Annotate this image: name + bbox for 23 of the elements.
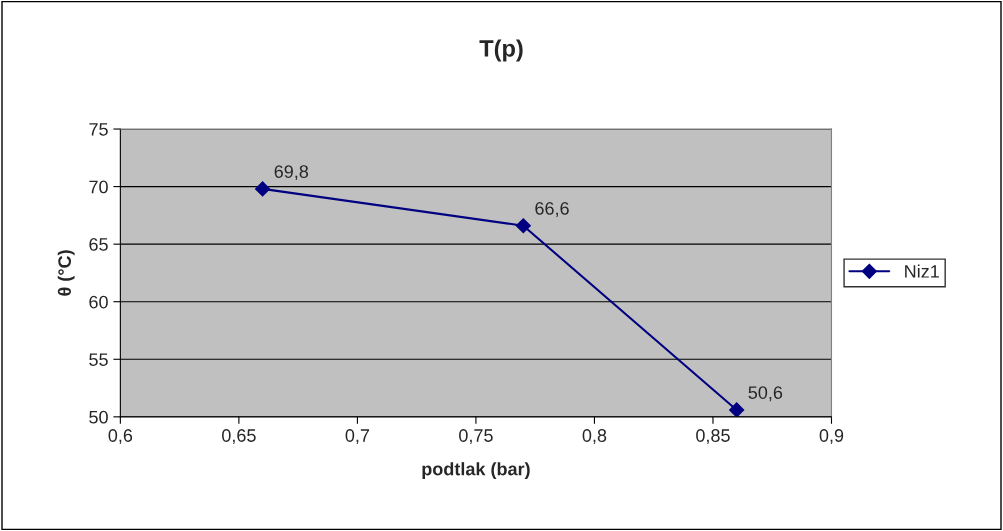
- y-tick-label: 50: [89, 410, 108, 424]
- chart-title: T(p): [479, 39, 523, 62]
- point: [515, 218, 531, 234]
- y-tick-label: 75: [89, 123, 108, 136]
- x-tick-label: 0,9: [819, 429, 844, 445]
- y-tick-label: 70: [89, 180, 108, 194]
- x-tick-label: 0,8: [582, 429, 607, 445]
- y-tick-label: 55: [89, 353, 108, 366]
- point: [255, 181, 271, 197]
- legend-label: Niz1: [905, 264, 939, 278]
- point: [729, 402, 745, 417]
- data-label: 69,8: [274, 165, 309, 181]
- y-tick-label: 65: [89, 238, 108, 251]
- x-tick-label: 0,65: [222, 429, 256, 445]
- x-axis-title: podtlak (bar): [422, 462, 530, 479]
- data-label: 50,6: [748, 386, 783, 402]
- y-tick-label: 60: [89, 295, 108, 309]
- x-tick-label: 0,75: [459, 429, 493, 445]
- y-axis-title: θ (°C): [57, 250, 75, 296]
- x-tick-label: 0,6: [108, 429, 133, 445]
- x-tick-label: 0,85: [696, 429, 730, 445]
- data-label: 66,6: [535, 202, 569, 217]
- x-tick-label: 0,7: [345, 429, 370, 445]
